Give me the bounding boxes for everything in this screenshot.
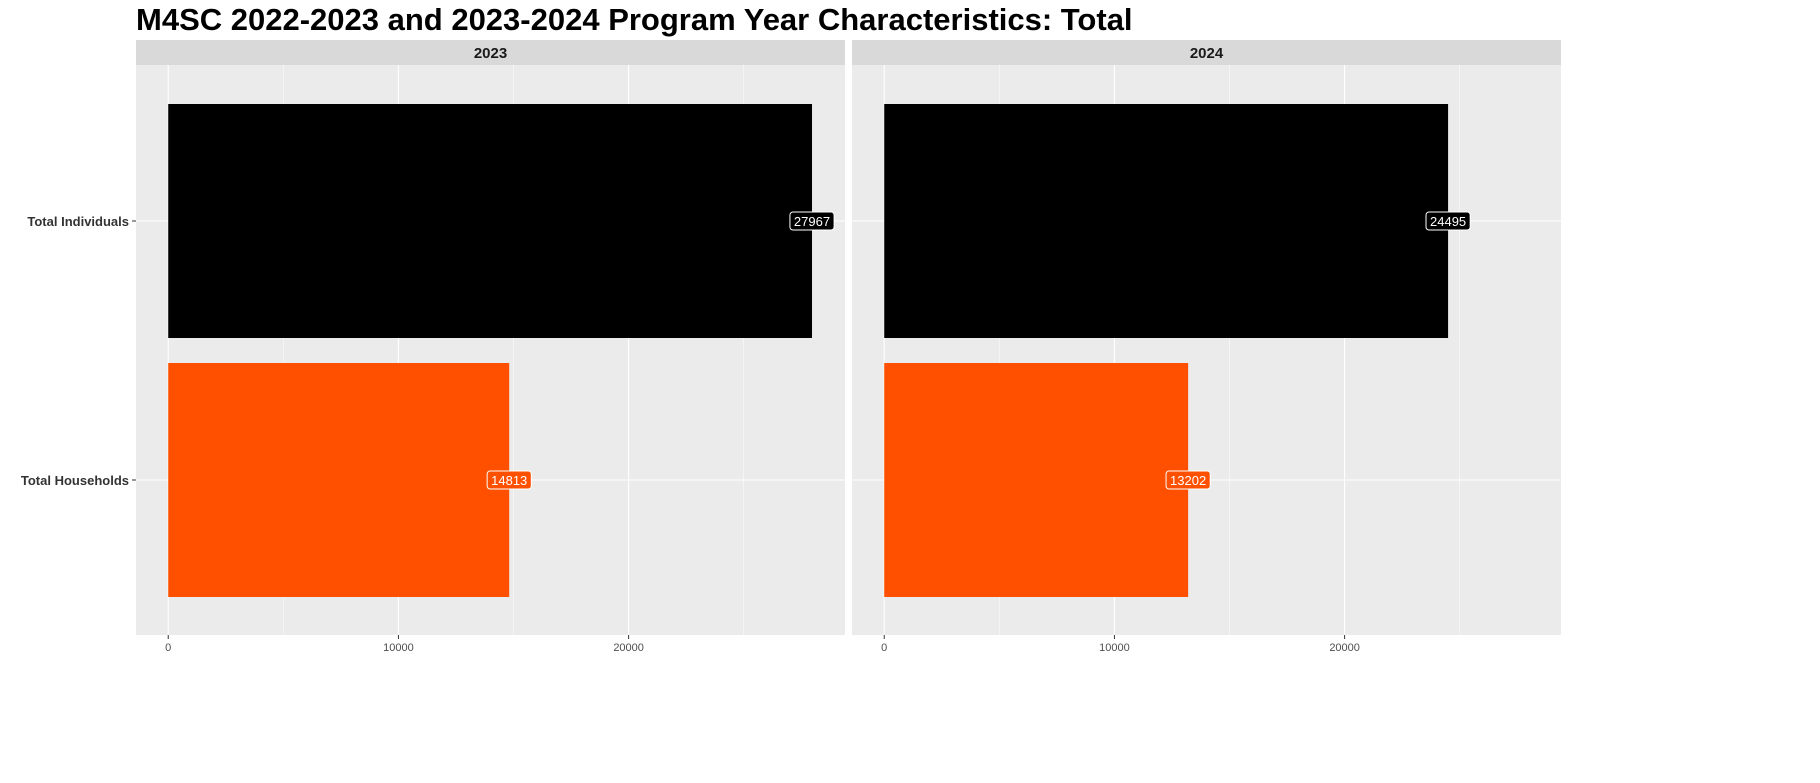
data-label: 13202 [1165, 470, 1211, 490]
x-tick-label: 20000 [613, 642, 644, 654]
data-label-text: 27967 [794, 214, 830, 229]
data-label-text: 14813 [491, 473, 527, 488]
data-label: 24495 [1425, 211, 1471, 231]
facet-label: 2023 [474, 45, 507, 62]
x-tick-label: 0 [165, 642, 171, 654]
x-tick-label: 10000 [1099, 642, 1130, 654]
bar [884, 363, 1189, 597]
x-tick-label: 0 [881, 642, 887, 654]
data-label: 14813 [486, 470, 532, 490]
chart-title: M4SC 2022-2023 and 2023-2024 Program Yea… [136, 2, 1133, 37]
data-label-text: 13202 [1170, 473, 1206, 488]
data-label-box [486, 470, 532, 490]
category-label: Total Households [21, 473, 129, 488]
bar [884, 104, 1449, 338]
bar [168, 104, 813, 338]
data-label-box [1165, 470, 1211, 490]
facet-label: 2024 [1190, 45, 1224, 62]
category-label: Total Individuals [27, 214, 129, 229]
data-label-text: 24495 [1430, 214, 1466, 229]
x-tick-label: 10000 [383, 642, 414, 654]
data-label: 27967 [789, 211, 835, 231]
facet-strip [852, 40, 1561, 65]
bar [168, 363, 510, 597]
data-label-box [789, 211, 835, 231]
facet-strip [136, 40, 845, 65]
x-tick-label: 20000 [1329, 642, 1360, 654]
data-label-box [1425, 211, 1471, 231]
